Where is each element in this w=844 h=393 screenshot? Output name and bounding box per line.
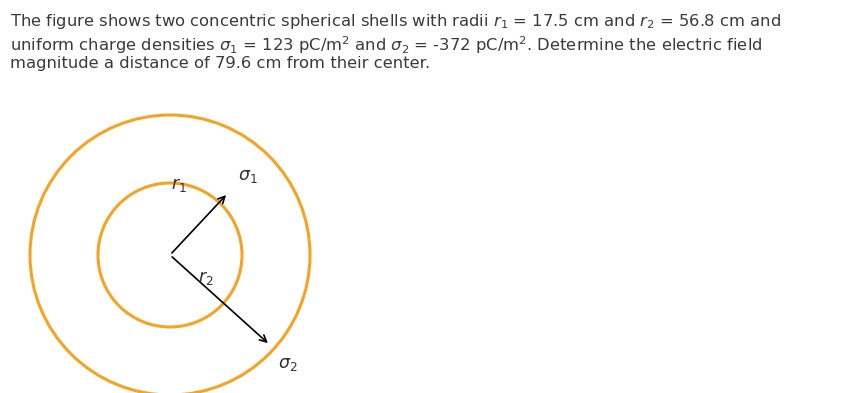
Text: $\sigma_1$: $\sigma_1$ <box>238 167 257 185</box>
Text: $\sigma_2$: $\sigma_2$ <box>278 355 298 373</box>
Text: $r_1$: $r_1$ <box>171 176 187 194</box>
Text: magnitude a distance of 79.6 cm from their center.: magnitude a distance of 79.6 cm from the… <box>10 56 430 71</box>
Text: The figure shows two concentric spherical shells with radii $r_1$ = 17.5 cm and : The figure shows two concentric spherica… <box>10 12 781 31</box>
Text: uniform charge densities $\sigma_1$ = 123 pC/m$^2$ and $\sigma_2$ = -372 pC/m$^2: uniform charge densities $\sigma_1$ = 12… <box>10 34 762 56</box>
Text: $r_2$: $r_2$ <box>198 269 214 287</box>
